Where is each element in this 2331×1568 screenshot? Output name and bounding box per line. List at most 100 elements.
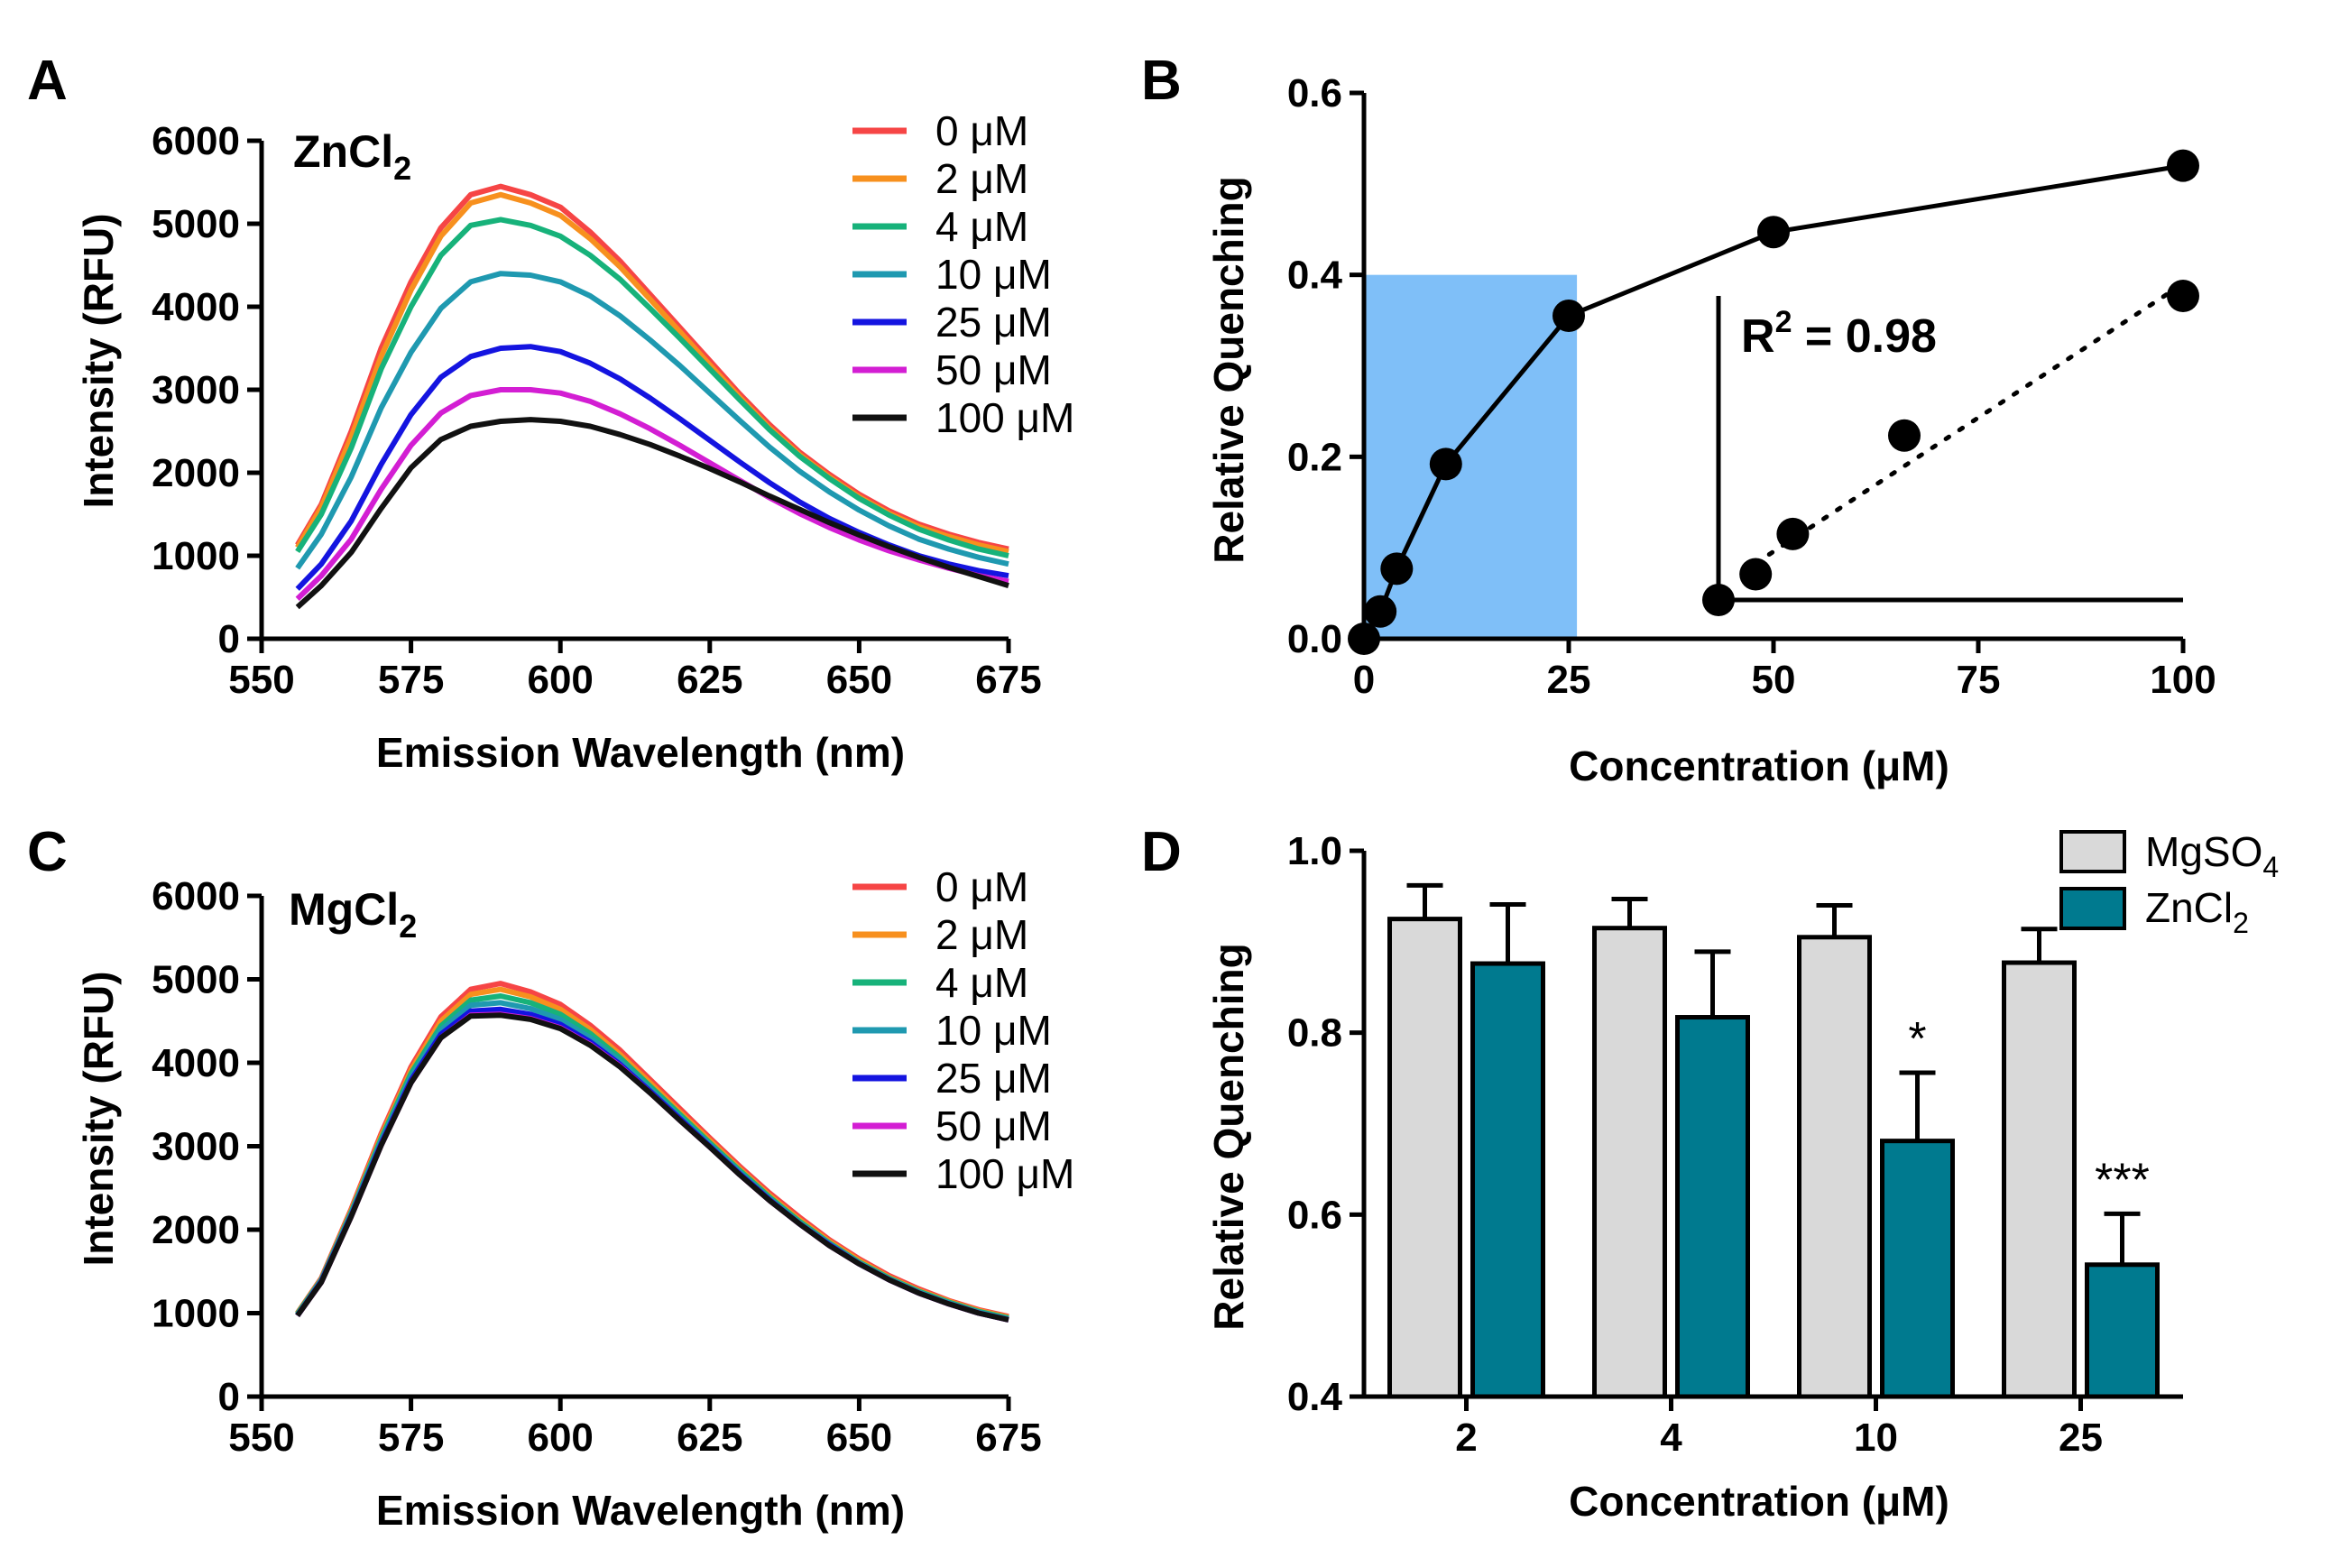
panel-a-title: ZnCl2 [293, 126, 411, 187]
panel-letter-d: D [1141, 821, 1182, 883]
panel-a-series [295, 183, 1009, 610]
bar-mgso4-10 [1797, 935, 1872, 1399]
bar-zncl2-10 [1880, 1139, 1955, 1399]
x-tick-label: 650 [826, 658, 892, 702]
legend-label: 0 μM [935, 107, 1028, 154]
bar-mgso4-4 [1592, 926, 1667, 1399]
panel-d: D **** 2 4 10 250.40.60.81.0 MgSO4 ZnCl2 Co… [1141, 821, 2279, 1525]
panel-b-series [1348, 149, 2199, 655]
x-tick-label: 4 [1660, 1416, 1682, 1460]
data-point [2167, 149, 2199, 182]
legend-label: 2 μM [935, 911, 1028, 958]
panel-letter-a: A [27, 50, 68, 112]
significance-marker: * [1908, 1013, 1926, 1065]
bar-zncl2-4 [1675, 1015, 1750, 1399]
legend-label: 100 μM [935, 394, 1074, 441]
legend-swatch-mgso4 [2059, 830, 2126, 873]
y-tick-label: 4000 [152, 1041, 240, 1085]
y-tick-label: 6000 [152, 119, 240, 163]
x-tick-label: 675 [975, 1416, 1041, 1460]
data-point [1364, 595, 1397, 628]
panel-d-x-label: Concentration (μM) [1569, 1478, 1949, 1525]
data-point [1429, 447, 1462, 481]
inset-data-point [1888, 419, 1921, 452]
panel-d-y-label: Relative Quenching [1205, 943, 1252, 1330]
inset-data-point [1776, 517, 1810, 550]
panel-c-series [295, 981, 1009, 1323]
panel-b-x-label: Concentration (μM) [1569, 742, 1949, 789]
legend-label: 25 μM [935, 1055, 1052, 1102]
x-tick-label: 2 [1455, 1416, 1477, 1460]
x-tick-label: 10 [1854, 1416, 1898, 1460]
panel-b-y-label: Relative Quenching [1205, 176, 1252, 563]
x-tick-label: 650 [826, 1416, 892, 1460]
y-tick-label: 2000 [152, 451, 240, 495]
y-tick-label: 0.0 [1287, 617, 1342, 661]
x-tick-label: 100 [2150, 658, 2216, 702]
series-line-2 [295, 993, 1009, 1321]
y-tick-label: 0 [218, 617, 240, 661]
y-tick-label: 0.2 [1287, 435, 1342, 479]
series-line-3 [295, 271, 1009, 570]
panel-letter-b: B [1141, 50, 1182, 112]
bar-mgso4-25 [2002, 960, 2077, 1399]
y-tick-label: 0 [218, 1375, 240, 1419]
legend-label: 50 μM [935, 1102, 1052, 1149]
x-tick-label: 625 [677, 1416, 742, 1460]
panel-a-axes: 550 575 600 625 650 675 0 1000 2000 3000 4000 5000 6… [152, 119, 1042, 702]
y-tick-label: 0.8 [1287, 1011, 1342, 1056]
y-tick-label: 1000 [152, 1292, 240, 1336]
data-point [1757, 216, 1790, 249]
legend-label: 10 μM [935, 1007, 1052, 1054]
x-tick-label: 575 [378, 1416, 444, 1460]
panel-a: A 550 575 600 625 650 675 0 1000 2000 3000 4000 500… [27, 50, 1074, 776]
series-line-1 [295, 986, 1009, 1321]
series-line-5 [295, 387, 1009, 601]
x-tick-label: 625 [677, 658, 742, 702]
x-tick-label: 50 [1752, 658, 1796, 702]
data-point [1552, 300, 1585, 333]
bar-zncl2-25 [2085, 1262, 2160, 1399]
series-line-6 [295, 1012, 1009, 1323]
y-tick-label: 2000 [152, 1208, 240, 1252]
panel-c-title: MgCl2 [289, 884, 417, 945]
x-tick-label: 25 [2059, 1416, 2103, 1460]
x-tick-label: 600 [527, 658, 593, 702]
x-tick-label: 550 [228, 1416, 294, 1460]
panel-b: B 0 25 50 75 100 0.0 0.2 0.4 0.6 R2 = 0.98 Conce… [1141, 50, 2216, 789]
panel-c-y-label: Intensity (RFU) [75, 971, 122, 1266]
legend-label: 2 μM [935, 155, 1028, 202]
panel-c-axes: 550 575 600 625 650 675 0 1000 2000 3000 4000 5000 6… [152, 874, 1042, 1460]
y-tick-label: 0.6 [1287, 1193, 1342, 1237]
y-tick-label: 1000 [152, 534, 240, 578]
inset-data-point [1702, 584, 1735, 616]
data-point [1380, 552, 1414, 586]
panel-d-axes: 2 4 10 25 0.4 0.6 0.8 1.0 [1287, 829, 2183, 1460]
x-tick-label: 550 [228, 658, 294, 702]
legend-swatch-zncl2 [2059, 887, 2126, 930]
y-tick-label: 0.6 [1287, 71, 1342, 115]
y-tick-label: 1.0 [1287, 829, 1342, 873]
legend-label: 100 μM [935, 1150, 1074, 1197]
x-tick-label: 675 [975, 658, 1041, 702]
y-tick-label: 3000 [152, 1125, 240, 1169]
legend-label: 4 μM [935, 203, 1028, 250]
legend-label: 4 μM [935, 959, 1028, 1006]
y-tick-label: 5000 [152, 202, 240, 246]
y-tick-label: 6000 [152, 874, 240, 918]
panel-letter-c: C [27, 821, 68, 883]
data-point [1348, 623, 1380, 655]
legend-label: 50 μM [935, 346, 1052, 393]
y-tick-label: 0.4 [1287, 1375, 1343, 1419]
series-line-1 [295, 191, 1009, 555]
y-tick-label: 5000 [152, 958, 240, 1002]
y-tick-label: 0.4 [1287, 254, 1343, 298]
series-line-3 [295, 1000, 1009, 1322]
series-line-2 [295, 217, 1009, 558]
legend-label-zncl2: ZnCl2 [2145, 884, 2249, 939]
panel-a-x-label: Emission Wavelength (nm) [376, 729, 905, 776]
panel-d-legend: MgSO4 ZnCl2 [2059, 828, 2279, 939]
